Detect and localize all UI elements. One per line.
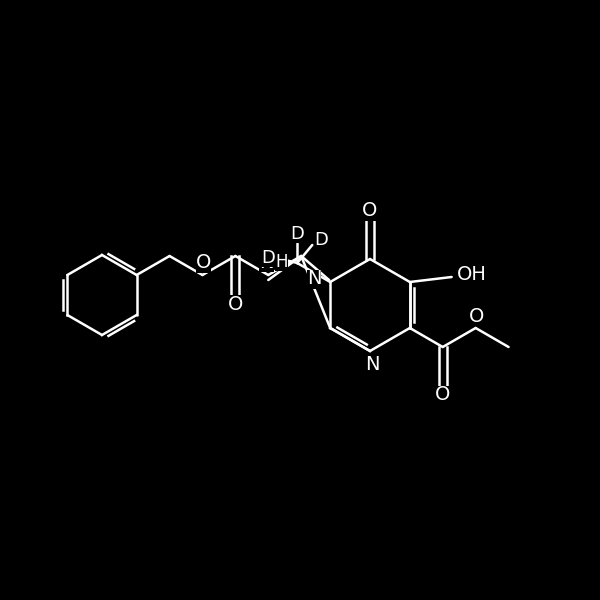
Text: D: D [262, 249, 275, 267]
Text: H: H [275, 253, 287, 271]
Text: N: N [259, 253, 274, 271]
Text: N: N [307, 269, 322, 289]
Text: O: O [227, 295, 243, 313]
Text: O: O [469, 307, 484, 325]
Text: D: D [290, 225, 304, 243]
Text: OH: OH [457, 265, 487, 284]
Text: N: N [365, 355, 379, 374]
Text: O: O [362, 202, 377, 220]
Text: D: D [314, 231, 328, 249]
Text: O: O [196, 253, 211, 272]
Text: O: O [435, 385, 451, 404]
